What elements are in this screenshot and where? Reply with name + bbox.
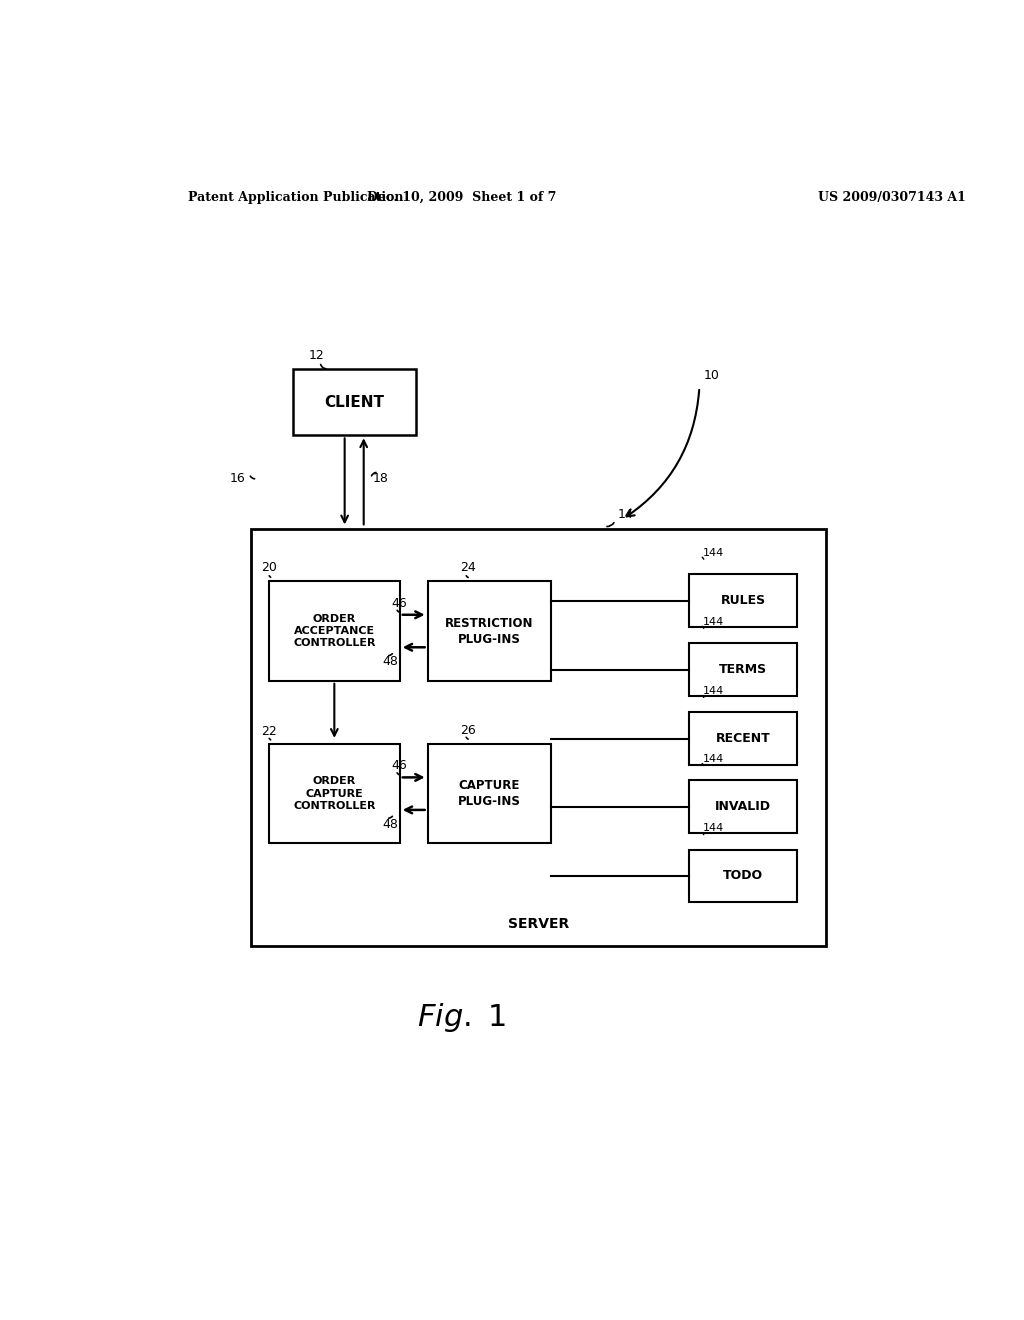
- Text: Patent Application Publication: Patent Application Publication: [187, 190, 403, 203]
- Text: RESTRICTION
PLUG-INS: RESTRICTION PLUG-INS: [444, 616, 534, 645]
- FancyBboxPatch shape: [689, 850, 797, 903]
- FancyBboxPatch shape: [269, 581, 399, 681]
- Text: Dec. 10, 2009  Sheet 1 of 7: Dec. 10, 2009 Sheet 1 of 7: [367, 190, 556, 203]
- FancyBboxPatch shape: [689, 713, 797, 766]
- FancyBboxPatch shape: [293, 370, 416, 436]
- FancyBboxPatch shape: [689, 780, 797, 833]
- Text: CAPTURE
PLUG-INS: CAPTURE PLUG-INS: [458, 779, 520, 808]
- FancyBboxPatch shape: [689, 574, 797, 627]
- Text: 12: 12: [309, 348, 325, 362]
- Text: ORDER
ACCEPTANCE
CONTROLLER: ORDER ACCEPTANCE CONTROLLER: [293, 614, 376, 648]
- Text: 20: 20: [261, 561, 278, 574]
- Text: 22: 22: [261, 725, 278, 738]
- Text: $\mathit{Fig.}$ $\mathit{1}$: $\mathit{Fig.}$ $\mathit{1}$: [417, 1001, 506, 1034]
- Text: US 2009/0307143 A1: US 2009/0307143 A1: [818, 190, 967, 203]
- Text: RULES: RULES: [721, 594, 766, 607]
- Text: 144: 144: [702, 754, 724, 764]
- FancyBboxPatch shape: [428, 744, 551, 843]
- Text: 16: 16: [229, 473, 246, 484]
- FancyBboxPatch shape: [251, 529, 826, 946]
- FancyBboxPatch shape: [428, 581, 551, 681]
- Text: 46: 46: [391, 597, 408, 610]
- Text: 48: 48: [382, 656, 398, 668]
- Text: 144: 144: [702, 686, 724, 696]
- Text: SERVER: SERVER: [508, 917, 569, 931]
- Text: 24: 24: [460, 561, 475, 574]
- Text: INVALID: INVALID: [715, 800, 771, 813]
- Text: 26: 26: [460, 723, 475, 737]
- Text: 10: 10: [703, 370, 719, 381]
- Text: TODO: TODO: [723, 870, 763, 883]
- Text: TERMS: TERMS: [719, 663, 767, 676]
- Text: CLIENT: CLIENT: [325, 395, 384, 409]
- Text: 46: 46: [391, 759, 408, 772]
- Text: 144: 144: [702, 616, 724, 627]
- Text: 144: 144: [702, 548, 724, 558]
- Text: ORDER
CAPTURE
CONTROLLER: ORDER CAPTURE CONTROLLER: [293, 776, 376, 810]
- Text: 18: 18: [373, 473, 388, 484]
- Text: 144: 144: [702, 824, 724, 833]
- FancyBboxPatch shape: [269, 744, 399, 843]
- Text: RECENT: RECENT: [716, 733, 770, 746]
- Text: 48: 48: [382, 818, 398, 832]
- Text: 14: 14: [617, 508, 634, 521]
- FancyBboxPatch shape: [689, 643, 797, 696]
